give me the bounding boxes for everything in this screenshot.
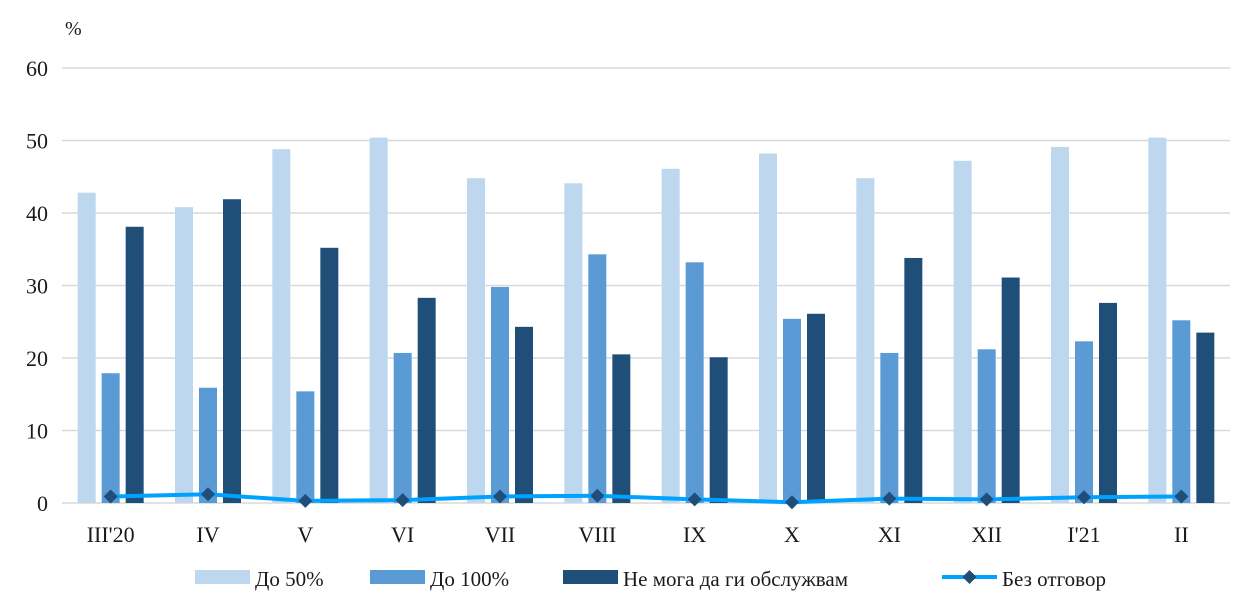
y-tick-label: 0 (37, 491, 48, 516)
gridlines (62, 67, 1230, 504)
line-point (590, 488, 605, 503)
bar (564, 183, 583, 503)
line-path (110, 492, 1182, 505)
y-tick-label: 30 (26, 274, 48, 299)
bar (515, 326, 533, 503)
bar (612, 354, 631, 503)
line-point (1174, 489, 1189, 504)
bar (223, 199, 241, 503)
y-tick-label: 20 (26, 346, 48, 371)
bar (175, 207, 193, 503)
y-axis-ticks: 0 10 20 30 40 50 60 (26, 56, 48, 516)
legend-label: До 50% (255, 567, 324, 591)
x-tick-label: VII (485, 522, 516, 547)
x-tick-label: IV (196, 522, 219, 547)
bar (1148, 137, 1167, 503)
bar (661, 168, 680, 503)
bar (296, 391, 315, 503)
legend-label: До 100% (430, 567, 509, 591)
bar (199, 387, 217, 503)
line-point (201, 487, 215, 502)
x-tick-label: IX (683, 522, 706, 547)
bar (759, 153, 777, 504)
legend-label: Без отговор (1002, 567, 1106, 591)
x-tick-label: V (297, 522, 313, 547)
bar (1001, 277, 1020, 503)
bar (1196, 332, 1215, 503)
bar (783, 318, 801, 503)
bar (880, 352, 899, 503)
x-tick-label: VI (391, 522, 414, 547)
bar (977, 349, 996, 503)
bar (1172, 320, 1191, 503)
line-point (298, 493, 313, 508)
x-tick-label: II (1174, 522, 1189, 547)
legend: До 50% До 100% Не мога да ги обслужвам Без … (195, 567, 1106, 591)
line-point (979, 492, 994, 507)
line-point (785, 495, 799, 510)
legend-swatch (370, 570, 425, 584)
legend-label: Не мога да ги обслужвам (623, 567, 848, 591)
bar (320, 247, 339, 503)
line-point (687, 492, 702, 507)
bar (393, 352, 412, 503)
y-tick-label: 50 (26, 129, 48, 154)
line-series (103, 487, 1189, 510)
line-point (493, 489, 507, 504)
x-axis-labels: III'20 IV V VI VII VIII IX X XI XII I'21 II (87, 522, 1189, 547)
x-tick-label: XI (878, 522, 901, 547)
line-point (395, 493, 410, 508)
bar (491, 286, 509, 503)
bar (588, 254, 607, 503)
bar (1075, 341, 1093, 503)
bar (125, 226, 144, 503)
y-unit-label: % (65, 18, 82, 40)
bar (272, 149, 291, 503)
line-point (882, 491, 897, 506)
legend-swatch (195, 570, 250, 584)
bar (77, 192, 96, 503)
bar (369, 137, 388, 503)
x-tick-label: XII (971, 522, 1002, 547)
bar (807, 313, 825, 503)
bar (101, 373, 120, 503)
x-tick-label: III'20 (87, 522, 135, 547)
line-point (1077, 490, 1091, 505)
bar (467, 178, 485, 503)
bar (904, 257, 923, 503)
bar (856, 178, 875, 503)
bar (953, 160, 972, 504)
bar (417, 297, 436, 503)
y-tick-label: 60 (26, 56, 48, 81)
bar (685, 262, 704, 503)
legend-swatch (563, 570, 618, 584)
bar (709, 357, 728, 503)
y-tick-label: 10 (26, 419, 48, 444)
x-tick-label: VIII (578, 522, 616, 547)
line-point (103, 489, 118, 504)
bar (1051, 147, 1069, 503)
x-tick-label: I'21 (1067, 522, 1100, 547)
y-tick-label: 40 (26, 201, 48, 226)
bars (77, 137, 1215, 504)
legend-marker (962, 570, 977, 584)
x-tick-label: X (784, 522, 800, 547)
bar (1099, 302, 1117, 503)
